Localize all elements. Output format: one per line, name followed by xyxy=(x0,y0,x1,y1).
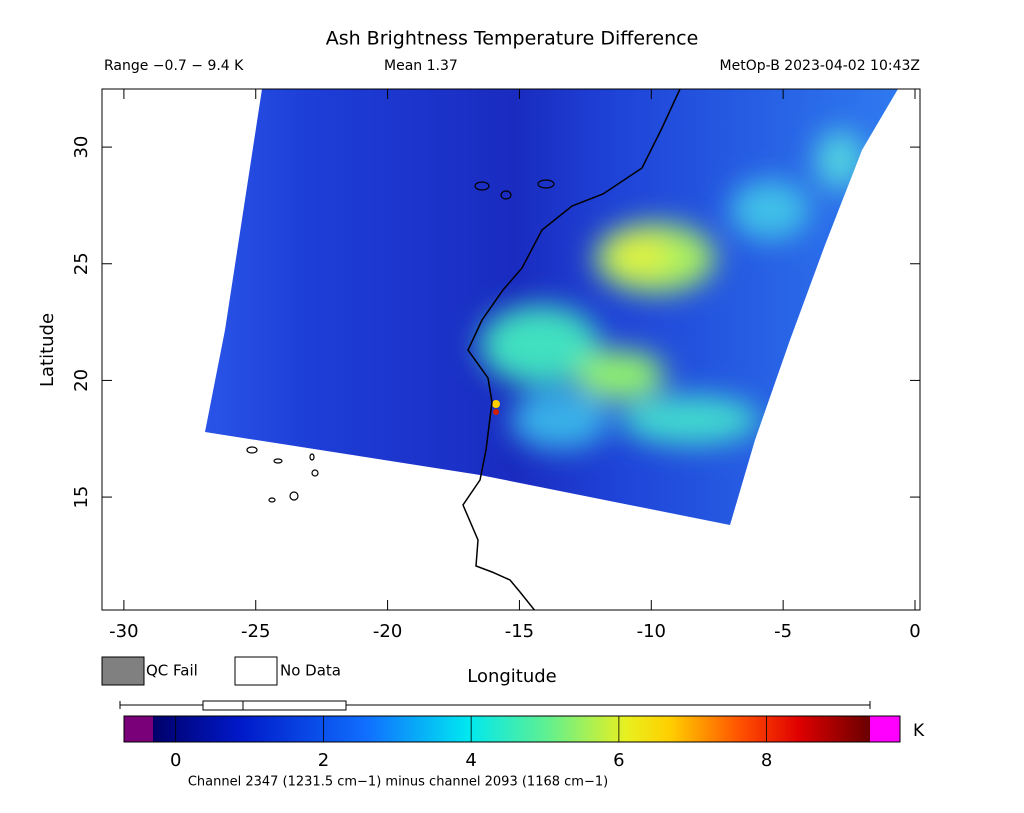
swath xyxy=(205,89,898,525)
satellite-time: MetOp-B 2023-04-02 10:43Z xyxy=(720,58,920,74)
x-axis-label: Longitude xyxy=(467,666,557,687)
legend-label: No Data xyxy=(280,662,341,680)
footnote: Channel 2347 (1231.5 cm−1) minus channel… xyxy=(188,775,608,790)
x-tick-label: -10 xyxy=(637,621,666,642)
map-area xyxy=(205,89,898,610)
title: Ash Brightness Temperature Difference xyxy=(326,28,699,50)
colorbar xyxy=(153,716,870,742)
colorbar-tick-label: 0 xyxy=(170,750,181,771)
y-tick-label: 25 xyxy=(71,252,92,275)
colorbar-frame xyxy=(123,715,901,743)
x-tick-label: -15 xyxy=(505,621,534,642)
overflow-color xyxy=(870,716,900,742)
x-tick-label: 0 xyxy=(909,621,920,642)
colorbar-tick-label: 8 xyxy=(761,750,772,771)
distribution-box xyxy=(119,700,871,711)
no-data-swatch xyxy=(234,656,278,686)
x-tick-label: -25 xyxy=(241,621,270,642)
mean-stat: Mean 1.37 xyxy=(384,58,458,74)
colorbar-tick-label: 4 xyxy=(465,750,476,771)
y-tick-label: 30 xyxy=(71,136,92,159)
underflow-color xyxy=(124,716,153,742)
y-axis-label: Latitude xyxy=(37,313,58,387)
y-tick-label: 15 xyxy=(71,486,92,509)
y-tick-label: 20 xyxy=(71,369,92,392)
x-tick-label: -30 xyxy=(109,621,138,642)
x-tick-label: -20 xyxy=(373,621,402,642)
range-stat: Range −0.7 − 9.4 K xyxy=(104,58,244,74)
colorbar-unit: K xyxy=(913,721,925,741)
colorbar-tick-label: 6 xyxy=(613,750,624,771)
qc-fail-swatch xyxy=(101,656,145,686)
plot-frame xyxy=(101,88,921,611)
colorbar-tick-label: 2 xyxy=(318,750,329,771)
legend-label: QC Fail xyxy=(146,662,198,680)
x-tick-label: -5 xyxy=(774,621,792,642)
